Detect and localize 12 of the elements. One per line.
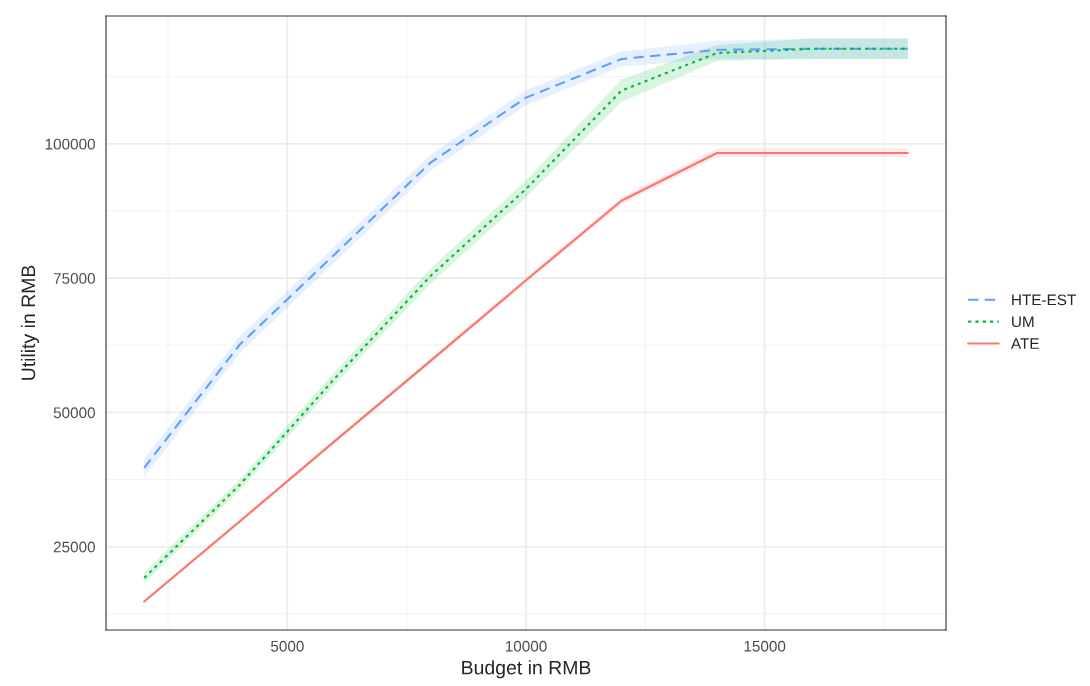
x-tick-label: 10000 bbox=[505, 640, 547, 652]
y-axis-title: Utility in RMB bbox=[20, 265, 40, 380]
legend-label: UM bbox=[1012, 316, 1034, 328]
x-axis-title: Budget in RMB bbox=[462, 660, 591, 679]
y-tick-label: 100000 bbox=[45, 138, 95, 150]
y-tick-label: 50000 bbox=[53, 407, 95, 419]
x-tick-label: 15000 bbox=[744, 640, 786, 652]
y-tick-label: 75000 bbox=[53, 273, 95, 284]
y-tick-label: 25000 bbox=[53, 541, 95, 553]
legend-label: HTE-EST bbox=[1012, 294, 1076, 306]
x-tick-label: 5000 bbox=[270, 640, 304, 652]
legend-label: ATE bbox=[1010, 338, 1039, 349]
